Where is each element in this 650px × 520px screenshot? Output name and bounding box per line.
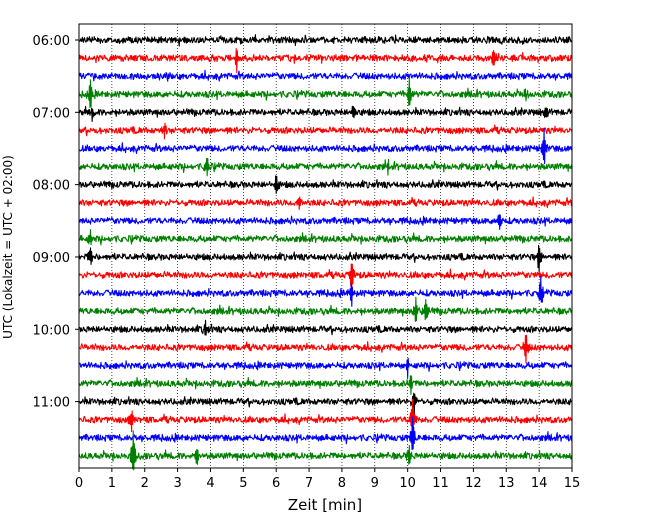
x-tick-label: 11: [432, 476, 449, 491]
x-ticks: 0 1 2 3 4 5 6 7 8 9 10 11 12 13 14 15: [75, 468, 580, 491]
x-tick-label: 2: [141, 476, 149, 491]
trace-line: [78, 276, 573, 307]
trace-line: [78, 430, 573, 471]
trace-line: [78, 77, 573, 109]
y-tick-label: 11:00: [33, 396, 70, 411]
x-tick-label: 8: [338, 476, 346, 491]
x-tick-label: 14: [531, 476, 548, 491]
y-tick-label: 08:00: [33, 179, 70, 194]
trace-line: [78, 175, 573, 194]
trace-line: [78, 334, 573, 364]
x-axis-title: Zeit [min]: [288, 496, 362, 514]
x-tick-label: 12: [465, 476, 482, 491]
trace-line: [78, 244, 573, 273]
x-tick-label: 5: [239, 476, 247, 491]
x-tick-label: 4: [206, 476, 214, 491]
y-tick-label: 06:00: [33, 34, 70, 49]
trace-line: [78, 34, 573, 47]
traces: [78, 34, 573, 471]
x-tick-label: 15: [564, 476, 581, 491]
trace-line: [78, 157, 573, 177]
trace-line: [78, 127, 573, 165]
trace-line: [78, 416, 573, 451]
plot-frame: [78, 23, 573, 469]
trace-line: [78, 196, 573, 210]
trace-line: [78, 296, 573, 323]
y-tick-label: 09:00: [33, 251, 70, 266]
trace-line: [78, 392, 573, 418]
y-tick-label: 07:00: [33, 106, 70, 121]
trace-line: [78, 122, 573, 140]
grid-lines: [111, 24, 540, 468]
x-tick-label: 1: [108, 476, 116, 491]
trace-line: [78, 69, 573, 82]
y-tick-label: 10:00: [33, 323, 70, 338]
trace-line: [78, 48, 573, 74]
x-tick-label: 13: [498, 476, 515, 491]
trace-line: [78, 357, 573, 379]
trace-line: [78, 319, 573, 336]
x-tick-label: 0: [75, 476, 83, 491]
y-ticks: 06:00 07:00 08:00 09:00 10:00 11:00: [33, 34, 79, 411]
trace-line: [78, 263, 573, 292]
y-axis-title: UTC (Lokalzeit = UTC + 02:00): [1, 155, 15, 339]
x-tick-label: 6: [272, 476, 280, 491]
x-tick-label: 7: [305, 476, 313, 491]
trace-line: [78, 398, 573, 436]
x-tick-label: 9: [371, 476, 379, 491]
x-tick-label: 10: [399, 476, 416, 491]
trace-line: [78, 105, 573, 123]
trace-line: [78, 375, 573, 395]
trace-line: [78, 214, 573, 230]
x-tick-label: 3: [173, 476, 181, 491]
trace-line: [78, 229, 573, 246]
